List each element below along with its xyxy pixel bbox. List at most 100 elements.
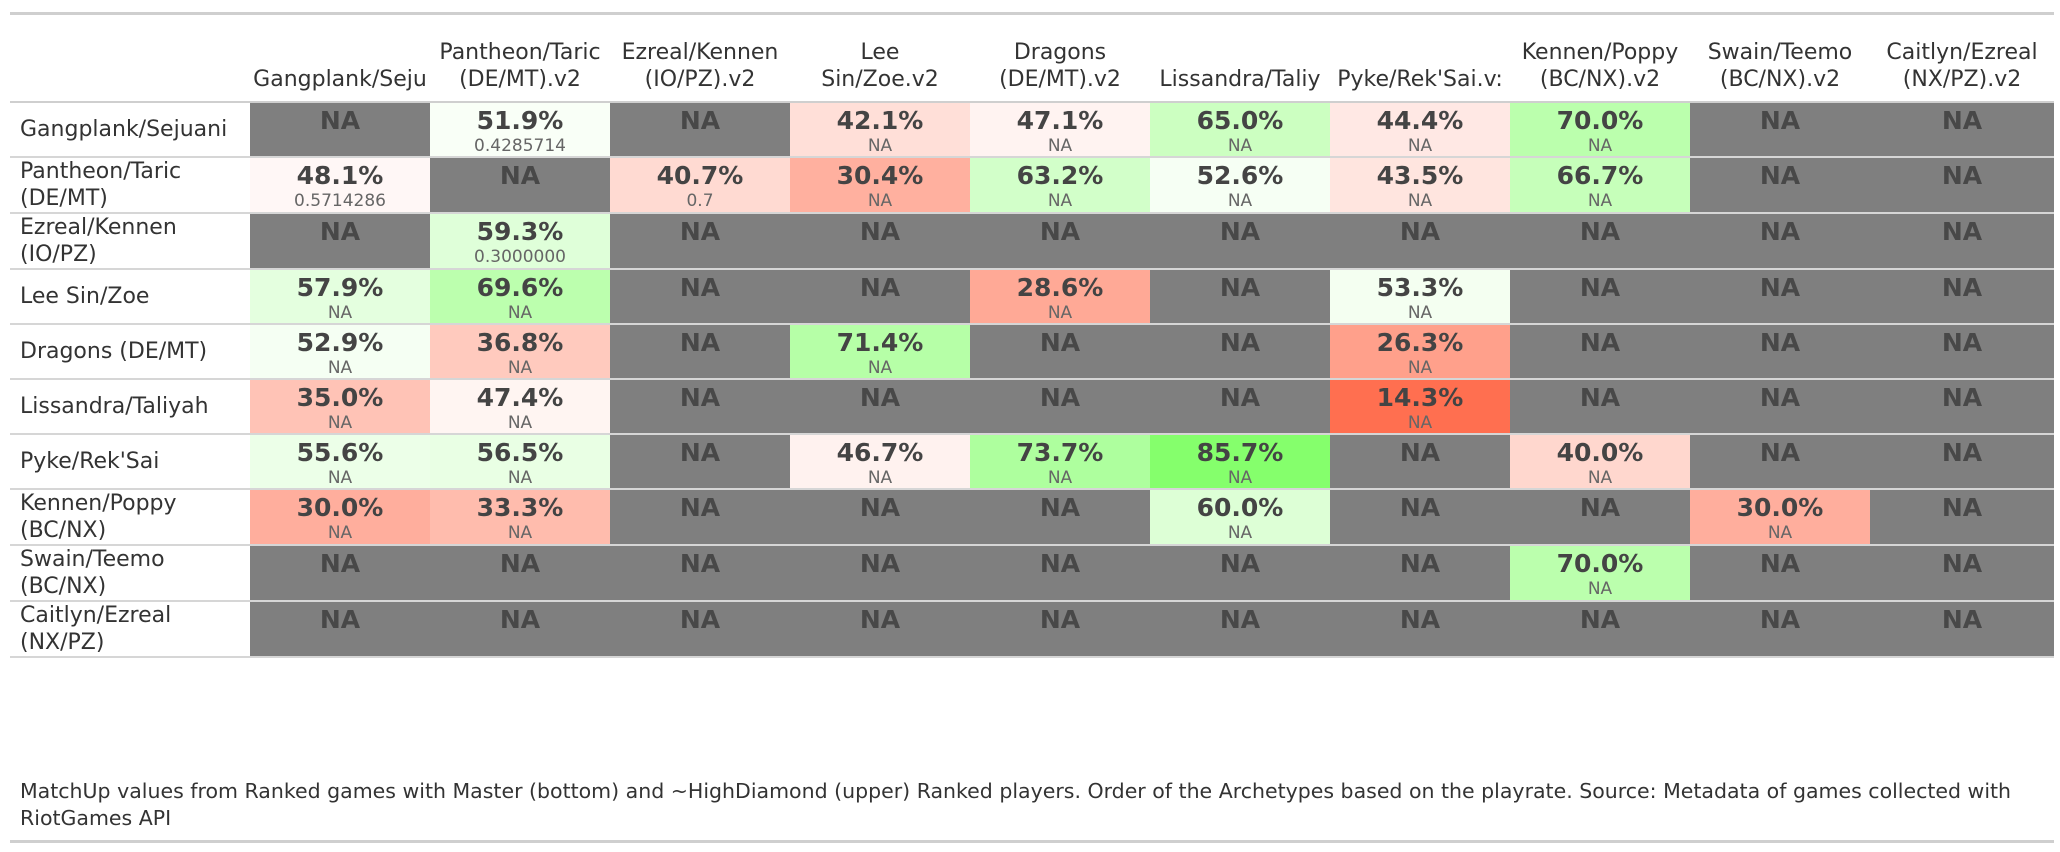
column-header[interactable]: Pyke/Rek'Sai.v: — [1330, 15, 1510, 103]
matchup-cell[interactable]: NA — [1330, 434, 1510, 490]
matchup-cell[interactable]: 28.6% NA — [970, 269, 1150, 325]
matchup-cell[interactable]: NA — [1870, 434, 2054, 490]
matchup-cell[interactable]: NA — [1330, 213, 1510, 270]
matchup-cell[interactable]: NA — [1690, 157, 1870, 214]
matchup-cell[interactable]: 57.9% NA — [250, 269, 430, 325]
matchup-cell[interactable]: 59.3% 0.3000000 — [430, 213, 610, 270]
matchup-cell[interactable]: NA — [1330, 601, 1510, 658]
matchup-cell[interactable]: NA — [1330, 489, 1510, 546]
matchup-cell[interactable]: NA — [610, 102, 790, 158]
column-header[interactable]: Pantheon/Taric (DE/MT).v2 — [430, 15, 610, 103]
row-header[interactable]: Pyke/Rek'Sai — [10, 434, 250, 490]
matchup-cell[interactable]: NA — [970, 213, 1150, 270]
matchup-cell[interactable]: 33.3% NA — [430, 489, 610, 546]
matchup-cell[interactable]: NA — [1690, 434, 1870, 490]
matchup-cell[interactable]: NA — [1330, 545, 1510, 602]
matchup-cell[interactable]: NA — [610, 434, 790, 490]
column-header[interactable]: Lissandra/Taliy — [1150, 15, 1330, 103]
row-header[interactable]: Ezreal/Kennen (IO/PZ) — [10, 213, 250, 270]
matchup-cell[interactable]: NA — [430, 601, 610, 658]
matchup-cell[interactable]: NA — [1870, 157, 2054, 214]
matchup-cell[interactable]: NA — [790, 269, 970, 325]
matchup-cell[interactable]: 26.3% NA — [1330, 324, 1510, 380]
matchup-cell[interactable]: NA — [1870, 601, 2054, 658]
matchup-cell[interactable]: NA — [610, 213, 790, 270]
matchup-cell[interactable]: NA — [610, 601, 790, 658]
matchup-cell[interactable]: NA — [1870, 102, 2054, 158]
matchup-cell[interactable]: NA — [1510, 324, 1690, 380]
matchup-cell[interactable]: 52.9% NA — [250, 324, 430, 380]
matchup-cell[interactable]: NA — [1690, 324, 1870, 380]
matchup-cell[interactable]: NA — [1510, 601, 1690, 658]
column-header[interactable]: Dragons (DE/MT).v2 — [970, 15, 1150, 103]
matchup-cell[interactable]: 63.2% NA — [970, 157, 1150, 214]
matchup-cell[interactable]: 44.4% NA — [1330, 102, 1510, 158]
matchup-cell[interactable]: 51.9% 0.4285714 — [430, 102, 610, 158]
matchup-cell[interactable]: NA — [250, 102, 430, 158]
matchup-cell[interactable]: 30.4% NA — [790, 157, 970, 214]
matchup-cell[interactable]: 43.5% NA — [1330, 157, 1510, 214]
matchup-cell[interactable]: 69.6% NA — [430, 269, 610, 325]
row-header[interactable]: Swain/Teemo (BC/NX) — [10, 545, 250, 602]
matchup-cell[interactable]: NA — [1150, 545, 1330, 602]
matchup-cell[interactable]: 47.4% NA — [430, 379, 610, 435]
matchup-cell[interactable]: NA — [610, 545, 790, 602]
matchup-cell[interactable]: 35.0% NA — [250, 379, 430, 435]
matchup-cell[interactable]: 85.7% NA — [1150, 434, 1330, 490]
matchup-cell[interactable]: 30.0% NA — [1690, 489, 1870, 546]
matchup-cell[interactable]: 48.1% 0.5714286 — [250, 157, 430, 214]
matchup-cell[interactable]: 73.7% NA — [970, 434, 1150, 490]
matchup-cell[interactable]: NA — [610, 379, 790, 435]
matchup-cell[interactable]: NA — [1870, 545, 2054, 602]
matchup-cell[interactable]: NA — [610, 269, 790, 325]
matchup-cell[interactable]: 66.7% NA — [1510, 157, 1690, 214]
matchup-cell[interactable]: NA — [1690, 102, 1870, 158]
matchup-cell[interactable]: NA — [1150, 269, 1330, 325]
matchup-cell[interactable]: 42.1% NA — [790, 102, 970, 158]
matchup-cell[interactable]: 60.0% NA — [1150, 489, 1330, 546]
matchup-cell[interactable]: NA — [250, 213, 430, 270]
matchup-cell[interactable]: NA — [790, 545, 970, 602]
matchup-cell[interactable]: NA — [610, 489, 790, 546]
matchup-cell[interactable]: NA — [1150, 379, 1330, 435]
matchup-cell[interactable]: NA — [1690, 213, 1870, 270]
matchup-cell[interactable]: 47.1% NA — [970, 102, 1150, 158]
matchup-cell[interactable]: NA — [970, 601, 1150, 658]
matchup-cell[interactable]: NA — [970, 489, 1150, 546]
matchup-cell[interactable]: 52.6% NA — [1150, 157, 1330, 214]
matchup-cell[interactable]: NA — [1510, 379, 1690, 435]
matchup-cell[interactable]: NA — [970, 545, 1150, 602]
row-header[interactable]: Pantheon/Taric (DE/MT) — [10, 157, 250, 214]
matchup-cell[interactable]: 30.0% NA — [250, 489, 430, 546]
matchup-cell[interactable]: NA — [1870, 269, 2054, 325]
row-header[interactable]: Lissandra/Taliyah — [10, 379, 250, 435]
matchup-cell[interactable]: NA — [1150, 213, 1330, 270]
matchup-cell[interactable]: 70.0% NA — [1510, 102, 1690, 158]
column-header[interactable]: Ezreal/Kennen (IO/PZ).v2 — [610, 15, 790, 103]
matchup-cell[interactable]: NA — [790, 213, 970, 270]
matchup-cell[interactable]: NA — [430, 545, 610, 602]
column-header[interactable]: Caitlyn/Ezreal (NX/PZ).v2 — [1870, 15, 2054, 103]
matchup-cell[interactable]: NA — [1870, 379, 2054, 435]
matchup-cell[interactable]: 40.7% 0.7 — [610, 157, 790, 214]
matchup-cell[interactable]: NA — [1150, 324, 1330, 380]
matchup-cell[interactable]: 40.0% NA — [1510, 434, 1690, 490]
row-header[interactable]: Gangplank/Sejuani — [10, 102, 250, 158]
matchup-cell[interactable]: 70.0% NA — [1510, 545, 1690, 602]
matchup-cell[interactable]: NA — [790, 489, 970, 546]
column-header[interactable]: Kennen/Poppy (BC/NX).v2 — [1510, 15, 1690, 103]
matchup-cell[interactable]: NA — [790, 601, 970, 658]
matchup-cell[interactable]: 53.3% NA — [1330, 269, 1510, 325]
matchup-cell[interactable]: 14.3% NA — [1330, 379, 1510, 435]
matchup-cell[interactable]: 71.4% NA — [790, 324, 970, 380]
column-header[interactable]: Gangplank/Seju — [250, 15, 430, 103]
matchup-cell[interactable]: NA — [790, 379, 970, 435]
row-header[interactable]: Lee Sin/Zoe — [10, 269, 250, 325]
matchup-cell[interactable]: NA — [1870, 324, 2054, 380]
column-header[interactable]: Swain/Teemo (BC/NX).v2 — [1690, 15, 1870, 103]
matchup-cell[interactable]: NA — [1690, 379, 1870, 435]
matchup-cell[interactable]: NA — [1510, 213, 1690, 270]
matchup-cell[interactable]: 56.5% NA — [430, 434, 610, 490]
matchup-cell[interactable]: NA — [1690, 601, 1870, 658]
matchup-cell[interactable]: NA — [1510, 269, 1690, 325]
